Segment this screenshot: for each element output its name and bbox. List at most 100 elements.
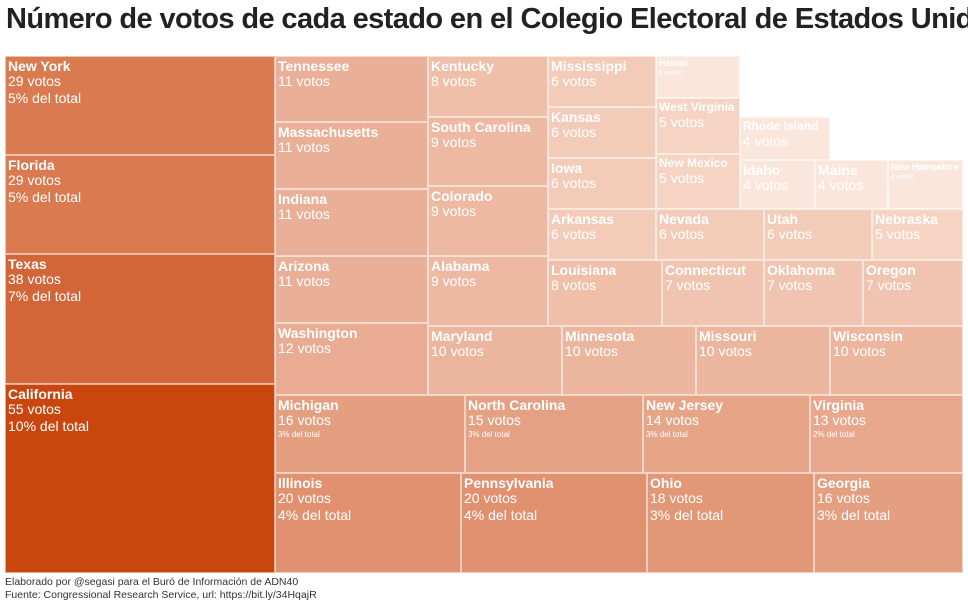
treemap-cell-ohio: Ohio 18 votos 3% del total xyxy=(647,473,814,573)
state-name: South Carolina xyxy=(431,119,531,135)
state-percent: 3% del total xyxy=(646,430,688,439)
state-votes: 7 votos xyxy=(866,277,912,293)
state-name: California xyxy=(8,386,73,402)
state-votes: 11 votos xyxy=(278,273,330,289)
state-votes: 6 votos xyxy=(551,226,597,242)
state-votes: 29 votos xyxy=(8,172,61,188)
treemap-cell-illinois: Illinois 20 votos 4% del total xyxy=(275,473,461,573)
state-percent: 5% del total xyxy=(8,90,82,106)
state-name: Missouri xyxy=(699,328,757,344)
state-percent: 4% del total xyxy=(278,507,352,523)
state-votes: 38 votos xyxy=(8,271,61,287)
state-votes: 11 votos xyxy=(278,73,330,89)
state-votes: 55 votos xyxy=(8,401,61,417)
treemap-cell-virginia: Virginia 13 votos 2% del total xyxy=(810,395,963,473)
state-name: Maryland xyxy=(431,328,493,344)
treemap-cell-utah: Utah 6 votos xyxy=(764,209,872,260)
state-name: North Carolina xyxy=(468,397,566,413)
treemap-cell-idaho: Idaho 4 votos xyxy=(740,160,815,209)
state-votes: 10 votos xyxy=(833,343,886,359)
treemap-cell-louisiana: Louisiana 8 votos xyxy=(548,260,662,326)
state-votes: 8 votos xyxy=(431,73,477,89)
treemap-cell-wisconsin: Wisconsin 10 votos xyxy=(830,326,963,395)
treemap-cell-washington: Washington 12 votos xyxy=(275,323,428,395)
state-percent: 3% del total xyxy=(817,507,891,523)
state-name: New Hampshire xyxy=(891,162,959,172)
treemap-cell-iowa: Iowa 6 votos xyxy=(548,158,656,209)
state-votes: 4 votos xyxy=(659,70,682,77)
state-percent: 7% del total xyxy=(8,288,82,304)
state-name: Arizona xyxy=(278,258,330,274)
state-votes: 7 votos xyxy=(665,277,711,293)
state-name: Pennsylvania xyxy=(464,475,554,491)
treemap-cell-mississippi: Mississippi 6 votos xyxy=(548,56,656,107)
state-votes: 5 votos xyxy=(659,170,705,186)
state-votes: 16 votos xyxy=(278,412,331,428)
treemap-cell-rhode-island: Rhode Island 4 votos xyxy=(740,117,830,160)
state-name: Indiana xyxy=(278,191,328,207)
treemap-cell-massachusetts: Massachusetts 11 votos xyxy=(275,122,428,189)
state-votes: 20 votos xyxy=(278,490,331,506)
state-name: Virginia xyxy=(813,397,865,413)
state-name: Illinois xyxy=(278,475,323,491)
state-name: Iowa xyxy=(551,160,583,176)
treemap-cell-west-virginia: West Virginia 5 votos xyxy=(656,98,740,154)
state-name: Michigan xyxy=(278,397,339,413)
treemap-cell-new-mexico: New Mexico 5 votos xyxy=(656,154,740,209)
treemap-cell-colorado: Colorado 9 votos xyxy=(428,186,548,256)
treemap-cell-oklahoma: Oklahoma 7 votos xyxy=(764,260,863,326)
state-percent: 3% del total xyxy=(468,430,510,439)
state-votes: 6 votos xyxy=(659,226,705,242)
treemap-cell-arkansas: Arkansas 6 votos xyxy=(548,209,656,260)
state-name: Wisconsin xyxy=(833,328,903,344)
treemap-cell-pennsylvania: Pennsylvania 20 votos 4% del total xyxy=(461,473,647,573)
treemap-cell-california: California 55 votos 10% del total xyxy=(5,384,275,573)
treemap-cell-new-hampshire: New Hampshire 4 votos xyxy=(888,160,963,209)
state-votes: 9 votos xyxy=(431,203,477,219)
treemap-cell-north-carolina: North Carolina 15 votos 3% del total xyxy=(465,395,643,473)
state-name: Washington xyxy=(278,325,358,341)
state-votes: 10 votos xyxy=(699,343,752,359)
treemap-cell-hawaii: Hawaii 4 votos xyxy=(656,56,740,98)
state-votes: 4 votos xyxy=(818,177,864,193)
state-name: Ohio xyxy=(650,475,682,491)
state-votes: 11 votos xyxy=(278,206,330,222)
state-name: Mississippi xyxy=(551,58,627,74)
treemap-cell-kansas: Kansas 6 votos xyxy=(548,107,656,158)
treemap-cell-maine: Maine 4 votos xyxy=(815,160,888,209)
state-votes: 18 votos xyxy=(650,490,703,506)
treemap-cell-alabama: Alabama 9 votos xyxy=(428,256,548,326)
treemap-cell-florida: Florida 29 votos 5% del total xyxy=(5,155,275,254)
state-name: Rhode Island xyxy=(743,119,819,133)
treemap-cell-maryland: Maryland 10 votos xyxy=(428,326,562,395)
state-name: West Virginia xyxy=(659,100,735,114)
state-votes: 29 votos xyxy=(8,73,61,89)
state-name: Maine xyxy=(818,162,858,178)
state-name: Minnesota xyxy=(565,328,635,344)
state-name: Kansas xyxy=(551,109,601,125)
treemap-cell-georgia: Georgia 16 votos 3% del total xyxy=(814,473,963,573)
state-votes: 6 votos xyxy=(551,124,597,140)
state-name: Hawaii xyxy=(659,58,688,68)
state-name: Nebraska xyxy=(875,211,939,227)
state-votes: 6 votos xyxy=(551,175,597,191)
treemap-cell-connecticut: Connecticut 7 votos xyxy=(662,260,764,326)
treemap-cell-new-york: New York 29 votos 5% del total xyxy=(5,56,275,155)
state-name: New Mexico xyxy=(659,156,728,170)
treemap-cell-nevada: Nevada 6 votos xyxy=(656,209,764,260)
state-votes: 4 votos xyxy=(891,174,914,181)
state-percent: 3% del total xyxy=(278,430,320,439)
state-votes: 4 votos xyxy=(743,177,789,193)
state-votes: 6 votos xyxy=(767,226,813,242)
state-votes: 12 votos xyxy=(278,340,331,356)
state-name: Tennessee xyxy=(278,58,350,74)
chart-title: Número de votos de cada estado en el Col… xyxy=(6,3,968,35)
state-votes: 14 votos xyxy=(646,412,699,428)
state-votes: 10 votos xyxy=(431,343,484,359)
state-percent: 2% del total xyxy=(813,430,855,439)
treemap-cell-indiana: Indiana 11 votos xyxy=(275,189,428,256)
state-percent: 4% del total xyxy=(464,507,538,523)
treemap-cell-missouri: Missouri 10 votos xyxy=(696,326,830,395)
state-votes: 6 votos xyxy=(551,73,597,89)
